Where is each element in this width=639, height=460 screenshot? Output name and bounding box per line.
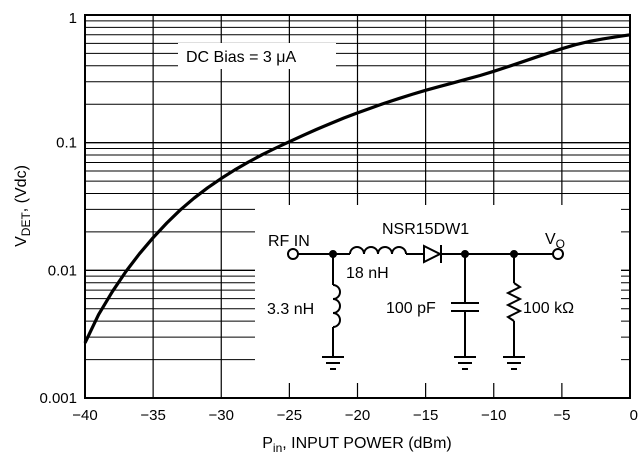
x-tick-label: −35: [140, 407, 165, 424]
series-inductor-coil: [349, 246, 407, 255]
circuit-schematic: RF IN 18 nH NSR15DW1 VO 3.3 nH 100 pF 10…: [255, 205, 621, 383]
x-tick-label: −30: [209, 407, 234, 424]
ground-symbol-2: [454, 356, 476, 370]
y-tick-label: 1: [69, 10, 77, 27]
dc-bias-box: [178, 43, 336, 69]
shunt-inductor-coil: [332, 284, 341, 328]
y-tick-label: 0.01: [48, 262, 77, 279]
x-tick-label: −15: [413, 407, 438, 424]
x-tick-label: −40: [72, 407, 97, 424]
x-tick-label: −5: [553, 407, 570, 424]
diode-label: NSR15DW1: [382, 221, 469, 238]
vout-label: VO: [545, 231, 565, 251]
vout-terminal: [552, 248, 564, 260]
rf-in-label: RF IN: [268, 233, 310, 250]
x-tick-label: −25: [277, 407, 302, 424]
dc-bias-annotation: DC Bias = 3 μA: [178, 43, 336, 69]
ground-symbol-3: [503, 356, 525, 370]
detector-voltage-curve: [83, 33, 631, 344]
x-tick-labels: −40 −35 −30 −25 −20 −15 −10 −5 0: [72, 407, 638, 424]
shunt-inductor-label: 3.3 nH: [267, 301, 314, 318]
rf-in-terminal: [287, 248, 299, 260]
capacitor-label: 100 pF: [386, 300, 436, 317]
resistor-zigzag: [505, 282, 523, 322]
plot-border: [84, 14, 631, 399]
y-tick-labels: 0.001 0.01 0.1 1: [39, 10, 77, 407]
x-axis-title: Pin, INPUT POWER (dBm): [262, 435, 452, 455]
resistor-label: 100 kΩ: [523, 300, 574, 317]
x-tick-label: 0: [630, 407, 638, 424]
y-axis-title: VDET, (Vdc): [13, 165, 33, 247]
curve-layer: [83, 33, 631, 344]
y-tick-label: 0.001: [39, 390, 77, 407]
y-tick-label: 0.1: [56, 135, 77, 152]
circuit-background: [255, 205, 621, 383]
dc-bias-label: DC Bias = 3 μA: [186, 49, 296, 66]
x-tick-label: −20: [345, 407, 370, 424]
diode-symbol: [423, 244, 443, 264]
ground-symbol-1: [322, 356, 344, 370]
x-tick-label: −10: [481, 407, 506, 424]
series-inductor-label: 18 nH: [346, 265, 389, 282]
